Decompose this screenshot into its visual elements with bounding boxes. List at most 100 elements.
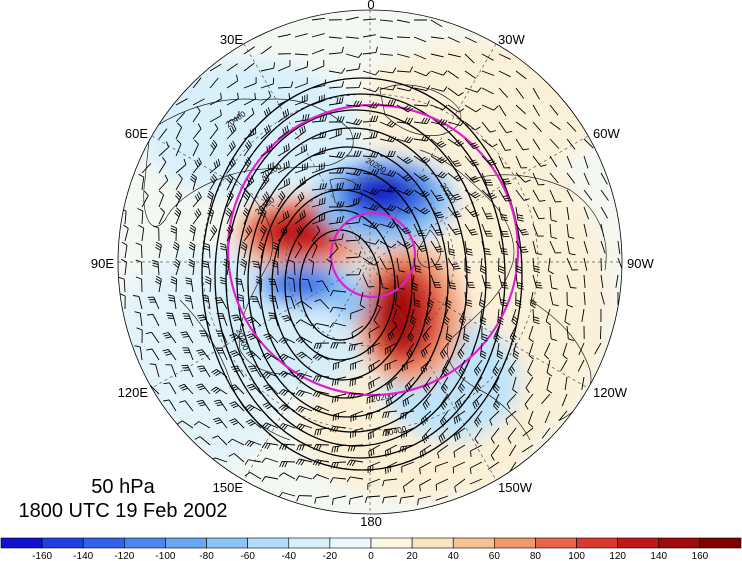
wind-barb [261, 371, 279, 379]
wind-barb [316, 280, 330, 293]
lon-label-30w: 30W [498, 32, 525, 47]
wind-barb [546, 359, 553, 377]
wind-barb [544, 342, 551, 360]
wind-barb [277, 93, 291, 106]
wind-barb [492, 376, 501, 394]
wind-barb [404, 376, 415, 393]
wind-barb [244, 440, 262, 448]
wind-barb [277, 226, 288, 242]
wind-barb [481, 223, 493, 237]
wind-barb [515, 291, 522, 308]
wind-barb [311, 48, 325, 55]
wind-barb [271, 259, 279, 276]
wind-barb [295, 458, 313, 466]
wind-barb [566, 223, 575, 239]
wind-barb [379, 135, 397, 143]
wind-barb [168, 294, 177, 310]
wind-barb [135, 242, 143, 259]
wind-barb [261, 352, 279, 361]
wind-barb [566, 172, 576, 184]
wind-barb [430, 257, 444, 270]
wind-barb [447, 240, 456, 256]
lon-label-90w: 90W [627, 256, 654, 271]
wind-barb [215, 330, 228, 344]
wind-barb [566, 206, 570, 220]
wind-barb [430, 223, 444, 236]
wind-barb [135, 276, 143, 293]
wind-barb [149, 363, 160, 378]
wind-barb [212, 417, 228, 429]
wind-barb [532, 155, 547, 167]
wind-barb [413, 240, 428, 252]
wind-barb [311, 33, 325, 38]
wind-barb [175, 173, 183, 191]
wind-barb [396, 136, 414, 144]
wind-barb [175, 112, 186, 123]
wind-barb [464, 172, 480, 183]
wind-barb [453, 410, 466, 425]
wind-barb [379, 170, 397, 177]
wind-barb [311, 131, 327, 140]
wind-barb [430, 138, 447, 148]
wind-barb [447, 70, 459, 79]
wind-barb [328, 97, 344, 106]
wind-barb [294, 192, 305, 208]
wind-barb [566, 274, 577, 289]
wind-barb [473, 359, 483, 376]
wind-barb [430, 70, 448, 76]
wind-barb [532, 121, 542, 133]
wind-barb [541, 393, 551, 405]
wind-barb [243, 46, 255, 55]
wind-barb [387, 325, 398, 341]
wind-barb [313, 444, 330, 451]
wind-barb [222, 258, 230, 276]
wind-barb [152, 225, 160, 242]
wind-barb [294, 144, 308, 157]
wind-barb [453, 444, 466, 458]
wind-barb [396, 188, 414, 196]
wind-barb [600, 240, 606, 254]
colorbar-box [699, 537, 742, 549]
wind-barb [262, 402, 279, 412]
wind-barb [532, 308, 540, 325]
wind-barb [379, 221, 397, 229]
wind-barb [345, 52, 363, 59]
wind-barb [278, 492, 296, 498]
wind-barb [192, 191, 202, 208]
colorbar-tick-label: -100 [155, 551, 175, 561]
wind-barb [447, 53, 461, 58]
wind-barb [345, 81, 362, 89]
wind-barb [367, 461, 381, 474]
wind-barb [422, 393, 432, 410]
wind-barb [454, 478, 466, 493]
wind-barb [192, 98, 205, 106]
wind-barb [547, 257, 554, 275]
colorbar-tick-label: 100 [568, 551, 585, 561]
wind-barb [278, 388, 296, 396]
wind-barb [259, 207, 267, 225]
wind-barb [240, 258, 248, 276]
wind-barb [417, 495, 432, 506]
wind-barb [515, 70, 527, 80]
height-contours [201, 77, 523, 471]
wind-barb [474, 376, 483, 393]
wind-barb [178, 383, 194, 395]
wind-barb [532, 189, 546, 202]
wind-barb [284, 295, 296, 310]
wind-barb [243, 156, 252, 174]
wind-barb [147, 296, 160, 310]
wind-barb [524, 393, 534, 410]
wind-barb [532, 240, 543, 255]
wind-barb [382, 427, 398, 436]
wind-barb [458, 359, 466, 377]
wind-barb [345, 216, 361, 225]
wind-barb [566, 257, 579, 271]
wind-barb [532, 104, 540, 117]
wind-barb [331, 495, 347, 505]
wind-barb [368, 376, 381, 390]
wind-barb [209, 109, 222, 123]
wind-barb [120, 258, 127, 276]
wind-barb [260, 77, 275, 89]
wind-barb [243, 190, 251, 208]
wind-barb [532, 172, 545, 186]
